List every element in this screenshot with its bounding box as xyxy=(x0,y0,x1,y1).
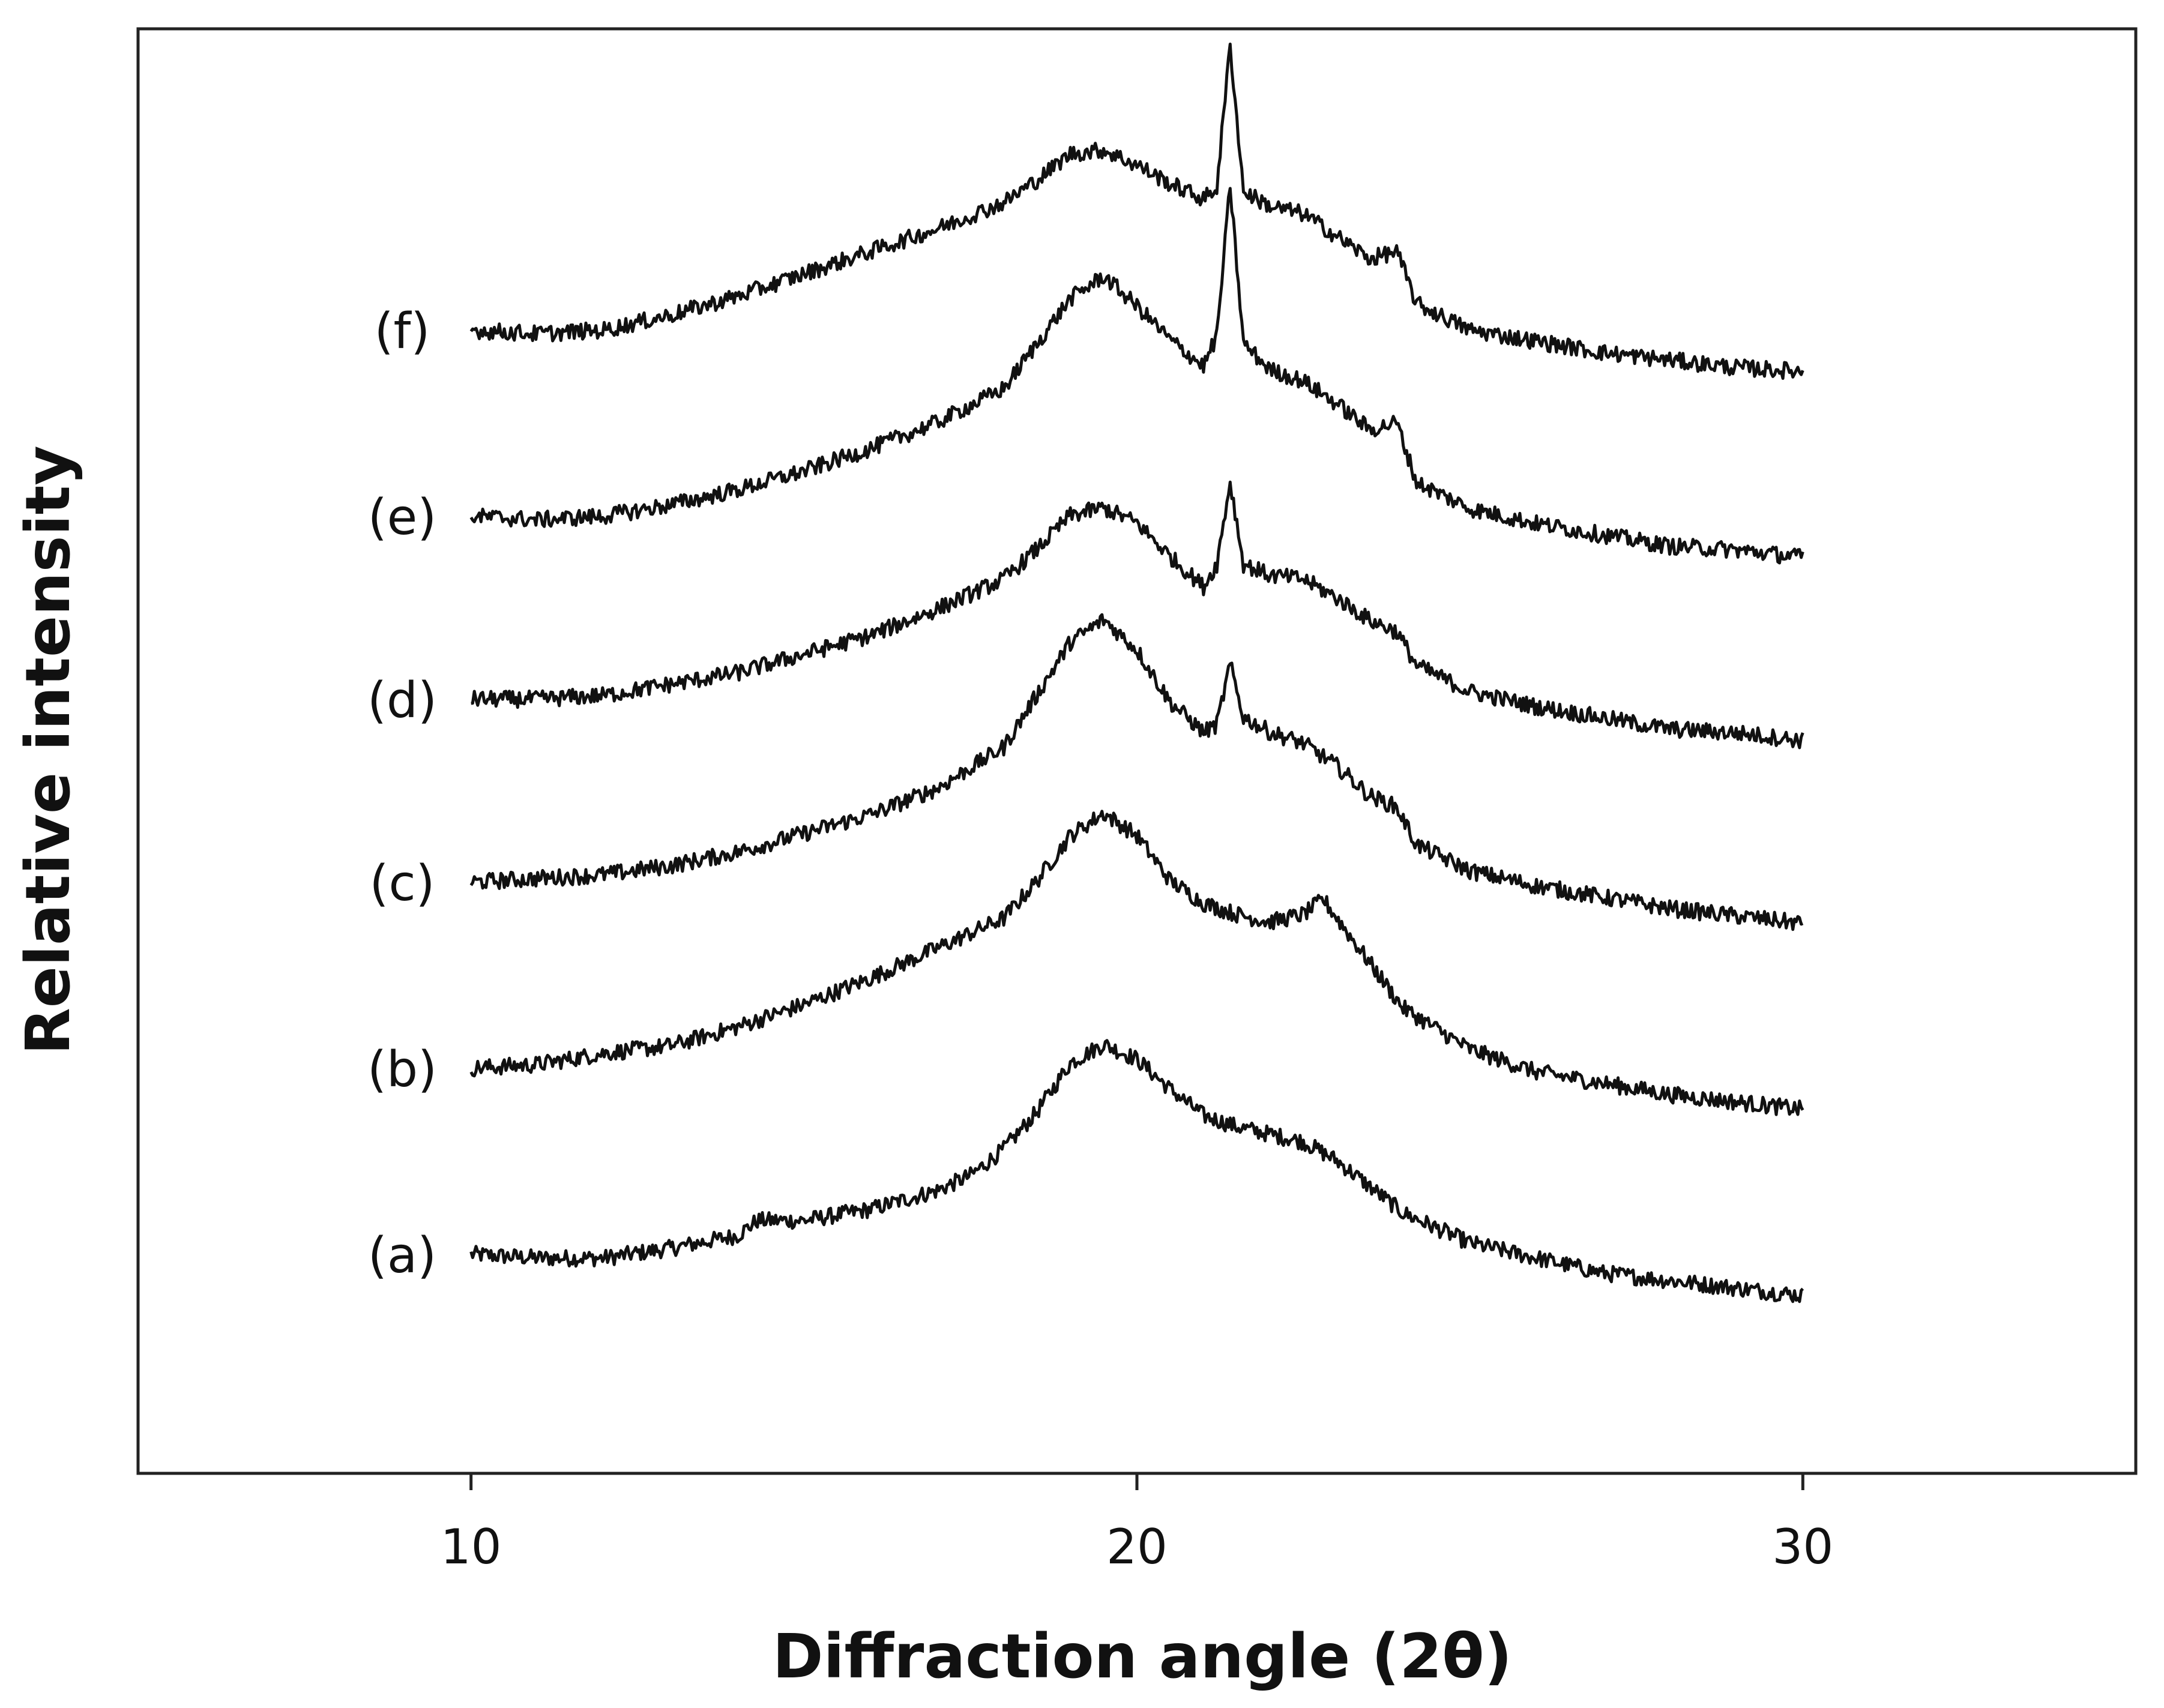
y-axis-title: Relative intensity xyxy=(13,445,84,1054)
series-label-f: (f) xyxy=(375,303,430,360)
series-label-e: (e) xyxy=(368,489,436,546)
series-line-b xyxy=(469,810,1804,1116)
series-line-e xyxy=(469,187,1804,565)
series-lines xyxy=(469,43,1804,1304)
x-tick-label: 20 xyxy=(1106,1519,1168,1575)
series-line-d xyxy=(471,480,1804,750)
series-label-d: (d) xyxy=(367,672,437,729)
x-axis-ticks: 10 20 30 xyxy=(441,1473,1833,1575)
series-line-a xyxy=(469,1039,1804,1304)
series-label-b: (b) xyxy=(367,1041,437,1098)
x-tick-label: 30 xyxy=(1772,1519,1833,1575)
series-line-f xyxy=(469,43,1804,380)
series-line-c xyxy=(469,613,1804,931)
series-label-c: (c) xyxy=(369,855,435,912)
series-label-a: (a) xyxy=(368,1227,436,1284)
x-axis-title: Diffraction angle (2θ) xyxy=(773,1621,1512,1692)
x-tick-label: 10 xyxy=(441,1519,502,1575)
series-labels: (a) (b) (c) (d) (e) (f) xyxy=(367,303,437,1284)
plot-frame xyxy=(136,27,2138,1475)
